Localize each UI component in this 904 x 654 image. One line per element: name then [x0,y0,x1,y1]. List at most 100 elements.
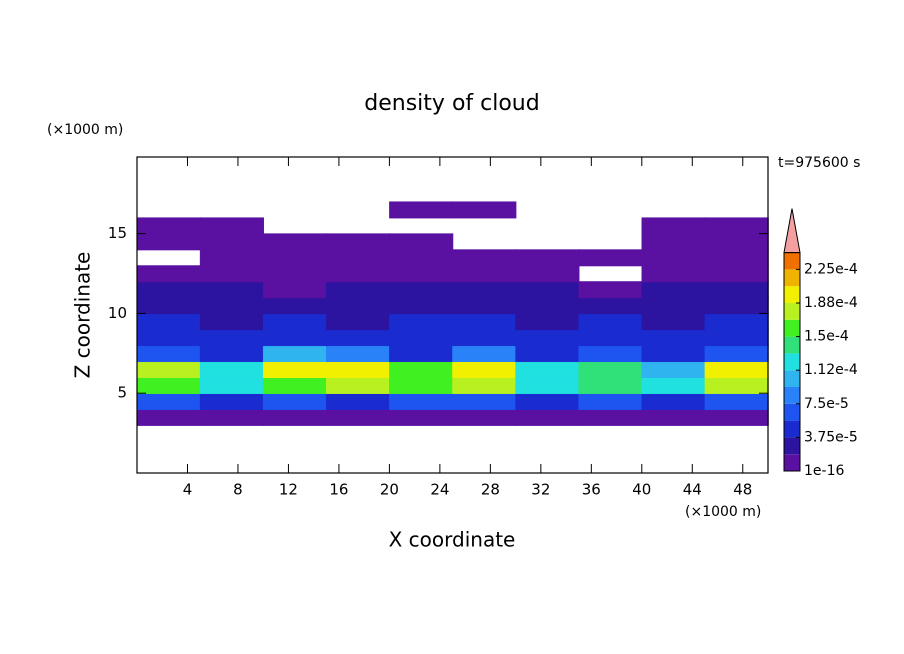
contour-cell [578,297,643,315]
contour-cell [199,265,264,283]
contour-cell [578,281,643,299]
contour-cell [641,329,706,347]
contour-cell [326,408,391,426]
x-tick-label: 32 [531,481,550,499]
contour-cell [326,265,391,283]
colorbar-segment [784,286,800,303]
contour-cell [199,392,264,410]
contour-cell [641,361,706,378]
contour-cell [136,376,201,394]
contour-cell [452,376,517,394]
contour-cell [515,329,580,347]
contour-cell [262,281,328,299]
contour-cell [515,376,580,394]
contour-cell [452,249,517,267]
contour-cell [199,281,264,299]
colorbar-segment [784,370,800,387]
contour-cell [578,313,643,331]
contour-cell [136,392,201,410]
contour-cell [262,233,328,251]
contour-cell [515,249,580,267]
colorbar-segment [784,336,800,354]
contour-cell [326,233,391,251]
contour-cell [578,329,643,347]
contour-cell [641,233,706,251]
colorbar-segment [784,269,800,287]
colorbar-tick-label: 2.25e-4 [804,261,858,277]
contour-cell [389,392,454,410]
x-tick-label: 12 [279,481,298,499]
contour-cell [578,376,643,394]
y-tick-label: 15 [108,224,127,242]
colorbar-segment [784,403,800,421]
contour-cell [704,345,769,363]
x-tick-label: 48 [733,481,752,499]
colorbar-segment [784,420,800,438]
contour-cell [641,265,706,283]
contour-cell [389,345,454,363]
contour-cell [326,392,391,410]
contour-cell [641,376,706,394]
y-axis-label: Z coordinate [71,252,95,379]
contour-cell [326,345,391,363]
colorbar-segment [784,437,800,455]
contour-cell [136,313,201,331]
contour-cell [262,392,328,410]
contour-cell [199,408,264,426]
colorbar-tick-label: 7.5e-5 [804,396,849,412]
contour-cell [704,408,769,426]
contour-cell [641,392,706,410]
contour-cell [136,361,201,378]
y-unit: (×1000 m) [47,122,123,138]
contour-cell [578,392,643,410]
contour-cell [262,361,328,378]
contour-cell [389,376,454,394]
contour-cell [136,217,201,235]
x-unit: (×1000 m) [685,504,761,520]
contour-cell [452,345,517,363]
contour-cell [262,345,328,363]
contour-cell [199,376,264,394]
colorbar-over [783,208,801,254]
contour-cell [389,297,454,315]
contour-cell [136,408,201,426]
contour-cell [136,329,201,347]
contour-cell [199,329,264,347]
contour-cell [515,281,580,299]
colorbar-tick-label: 1.12e-4 [804,362,858,378]
contour-cell [262,376,328,394]
contour-cell [641,345,706,363]
contour-cell [704,376,769,394]
contour-cell [704,313,769,331]
colorbar-tick-label: 3.75e-5 [804,429,858,445]
contour-cell [704,392,769,410]
contour-cell [452,313,517,331]
contour-cell [452,297,517,315]
colorbar-segment [784,252,800,270]
x-tick-label: 44 [683,481,702,499]
contour-cell [515,313,580,331]
contour-cell [326,376,391,394]
colorbar-segment [784,387,800,404]
contour-cell [199,361,264,378]
colorbar-tick-label: 1.88e-4 [804,295,858,311]
contour-cell [389,265,454,283]
contour-cell [641,297,706,315]
contour-cell [326,313,391,331]
contour-cell [452,408,517,426]
contour-cell [704,233,769,251]
time-annotation: t=975600 s [778,155,860,171]
contour-cell [199,297,264,315]
contour-cell [452,392,517,410]
contour-cell [704,265,769,283]
contour-cell [389,281,454,299]
x-tick-label: 4 [183,481,193,499]
contour-cell [515,408,580,426]
contour-cell [326,281,391,299]
contour-cell [704,361,769,378]
x-axis-label: X coordinate [389,528,516,552]
contour-cell [326,297,391,315]
contour-cell [262,265,328,283]
contour-cell [389,408,454,426]
